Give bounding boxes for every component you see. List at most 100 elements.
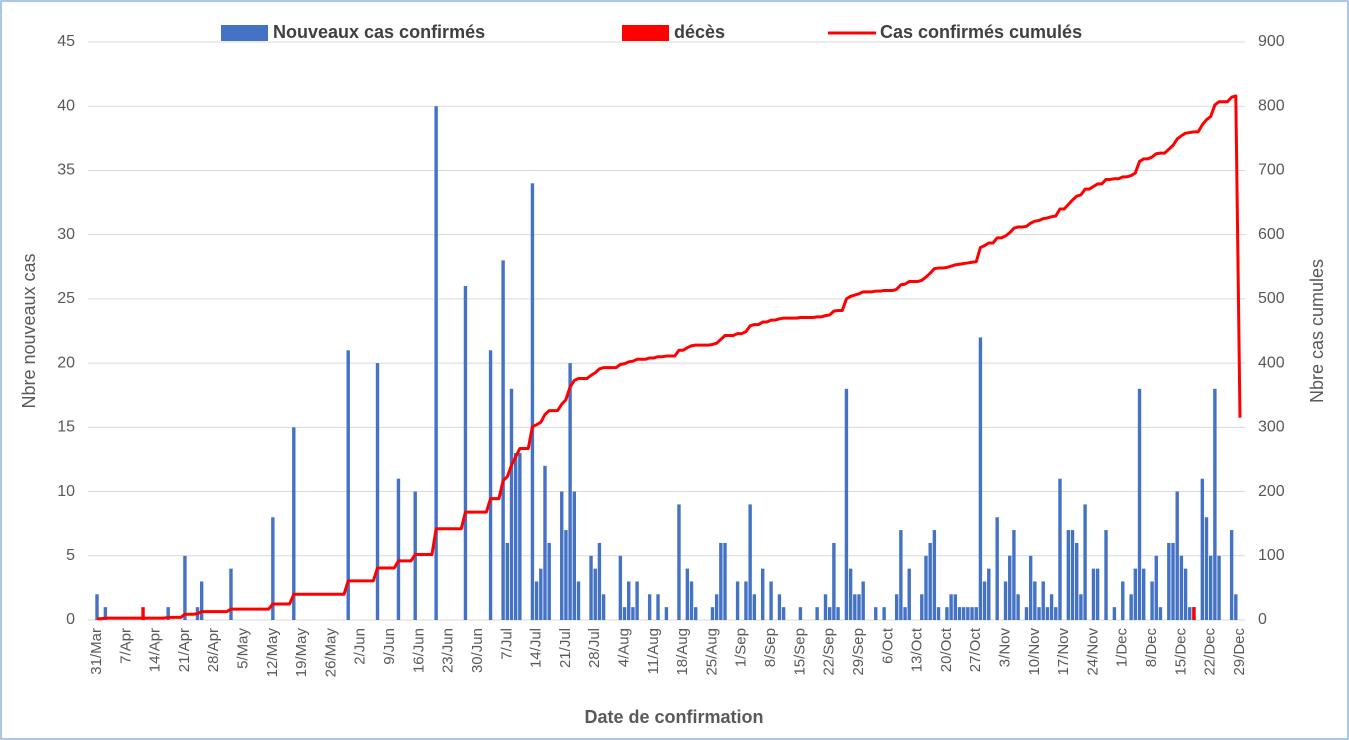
bar bbox=[547, 542, 551, 620]
bar bbox=[434, 106, 438, 620]
x-tick-label: 14/Jul bbox=[528, 628, 545, 668]
bar bbox=[928, 542, 932, 620]
legend-swatch bbox=[221, 25, 268, 41]
x-tick-label: 9/Jun bbox=[381, 628, 398, 665]
bar bbox=[199, 581, 204, 620]
y-tick-label: 0 bbox=[66, 611, 75, 628]
bar bbox=[1033, 581, 1037, 620]
bar bbox=[1066, 530, 1071, 620]
y-tick-label: 10 bbox=[57, 483, 75, 500]
bar bbox=[396, 478, 401, 620]
bar bbox=[769, 581, 773, 620]
bar bbox=[593, 568, 597, 620]
y-tick-label: 5 bbox=[66, 547, 75, 564]
x-tick-label: 1/Sep bbox=[733, 628, 750, 667]
bar bbox=[601, 594, 606, 620]
bar bbox=[823, 594, 828, 620]
y2-tick-label: 400 bbox=[1258, 354, 1285, 371]
bar bbox=[907, 568, 911, 620]
bar bbox=[576, 581, 581, 620]
x-tick-label: 3/Nov bbox=[997, 628, 1014, 668]
bar bbox=[1183, 568, 1188, 620]
bar bbox=[961, 607, 966, 620]
x-tick-label: 21/Apr bbox=[176, 628, 193, 672]
x-tick-label: 25/Aug bbox=[703, 628, 720, 676]
y2-tick-label: 600 bbox=[1258, 226, 1285, 243]
bar bbox=[518, 453, 522, 620]
y2-tick-label: 100 bbox=[1258, 547, 1285, 564]
y-tick-label: 15 bbox=[57, 419, 75, 436]
y2-tick-label: 900 bbox=[1258, 33, 1285, 50]
bar bbox=[1213, 388, 1217, 620]
bar bbox=[798, 607, 803, 620]
bar bbox=[848, 568, 853, 620]
bar bbox=[719, 542, 723, 620]
bar bbox=[375, 363, 380, 620]
bar bbox=[957, 607, 962, 620]
bar bbox=[568, 363, 572, 620]
x-tick-label: 20/Oct bbox=[938, 627, 955, 672]
y-tick-label: 25 bbox=[57, 290, 75, 307]
bar bbox=[978, 337, 983, 620]
bar bbox=[1112, 607, 1117, 620]
bar bbox=[970, 607, 974, 620]
bar bbox=[723, 542, 727, 620]
bar bbox=[1137, 388, 1142, 620]
bar bbox=[488, 350, 493, 620]
bar bbox=[1041, 581, 1045, 620]
bar bbox=[949, 594, 953, 620]
bar bbox=[1003, 581, 1008, 620]
x-tick-label: 2/Jun bbox=[352, 628, 369, 665]
x-tick-label: 27/Oct bbox=[967, 627, 984, 672]
bar bbox=[543, 465, 547, 620]
bar bbox=[710, 607, 715, 620]
y-tick-label: 45 bbox=[57, 33, 75, 50]
x-tick-label: 12/May bbox=[264, 628, 281, 678]
bar bbox=[1175, 491, 1179, 620]
bar bbox=[647, 594, 652, 620]
x-tick-label: 8/Sep bbox=[762, 628, 779, 667]
bar bbox=[777, 594, 782, 620]
bar bbox=[844, 388, 849, 620]
bar bbox=[1142, 568, 1146, 620]
y2-tick-label: 300 bbox=[1258, 419, 1285, 436]
bar bbox=[1217, 555, 1221, 620]
bar bbox=[1129, 594, 1133, 620]
bar bbox=[1045, 607, 1050, 620]
bar bbox=[1095, 568, 1100, 620]
x-tick-label: 5/May bbox=[235, 628, 252, 669]
bar bbox=[656, 594, 660, 620]
x-tick-label: 7/Apr bbox=[117, 628, 134, 664]
bar bbox=[781, 607, 786, 620]
bar bbox=[1016, 594, 1020, 620]
x-tick-label: 15/Dec bbox=[1172, 628, 1189, 676]
bar bbox=[1037, 607, 1041, 620]
bar bbox=[1024, 607, 1029, 620]
bar bbox=[1012, 530, 1016, 620]
y2-tick-label: 800 bbox=[1258, 97, 1285, 114]
bar bbox=[509, 388, 514, 620]
bar bbox=[899, 530, 903, 620]
bar bbox=[505, 542, 510, 620]
bar bbox=[1008, 555, 1012, 620]
x-tick-label: 22/Sep bbox=[821, 628, 838, 676]
bar bbox=[1188, 607, 1192, 620]
x-tick-label: 8/Dec bbox=[1143, 628, 1160, 668]
bar bbox=[945, 607, 949, 620]
bar bbox=[1091, 568, 1096, 620]
x-tick-label: 18/Aug bbox=[674, 628, 691, 676]
x-tick-label: 7/Jul bbox=[498, 628, 515, 660]
x-tick-label: 23/Jun bbox=[440, 628, 457, 673]
x-tick-label: 4/Aug bbox=[616, 628, 633, 667]
bar bbox=[1049, 594, 1054, 620]
bar bbox=[953, 594, 957, 620]
y2-tick-label: 500 bbox=[1258, 290, 1285, 307]
y-axis-title: Nbre nouveaux cas bbox=[19, 253, 39, 408]
bar bbox=[903, 607, 907, 620]
bar bbox=[932, 530, 937, 620]
bar bbox=[292, 427, 296, 620]
x-tick-label: 28/Apr bbox=[205, 628, 222, 672]
bar bbox=[1104, 530, 1108, 620]
bar bbox=[1058, 478, 1062, 620]
legend-label: Cas confirmés cumulés bbox=[880, 22, 1082, 42]
